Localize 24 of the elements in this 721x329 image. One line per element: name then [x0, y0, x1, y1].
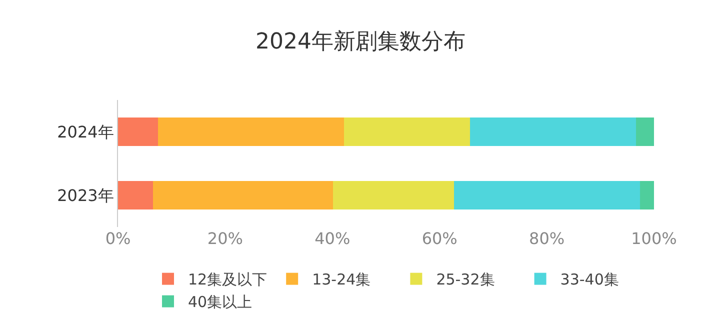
x-tick-label: 80%: [529, 229, 565, 248]
x-tick-label: 20%: [207, 229, 243, 248]
y-tick-label: 2024年: [57, 122, 114, 142]
x-tick-label: 40%: [314, 229, 350, 248]
bar: [454, 180, 640, 210]
legend-label: 33-40集: [560, 270, 619, 289]
bar: [636, 117, 654, 146]
x-tick-label: 100%: [631, 229, 677, 248]
bar: [158, 117, 344, 146]
bar: [118, 180, 153, 210]
bar: [640, 180, 654, 210]
chart-title: 2024年新剧集数分布: [256, 29, 466, 54]
legend-label: 25-32集: [436, 270, 495, 289]
bar: [470, 117, 636, 146]
bar: [332, 180, 454, 210]
x-tick-label: 60%: [422, 229, 458, 248]
bar: [152, 180, 333, 210]
legend-label: 40集以上: [188, 293, 252, 312]
x-tick-label: 0%: [105, 229, 131, 248]
y-tick-label: 2023年: [57, 186, 114, 205]
bar: [118, 117, 158, 146]
legend-label: 12集及以下: [188, 270, 268, 289]
legend-label: 13-24集: [312, 270, 371, 289]
bar: [344, 117, 470, 146]
